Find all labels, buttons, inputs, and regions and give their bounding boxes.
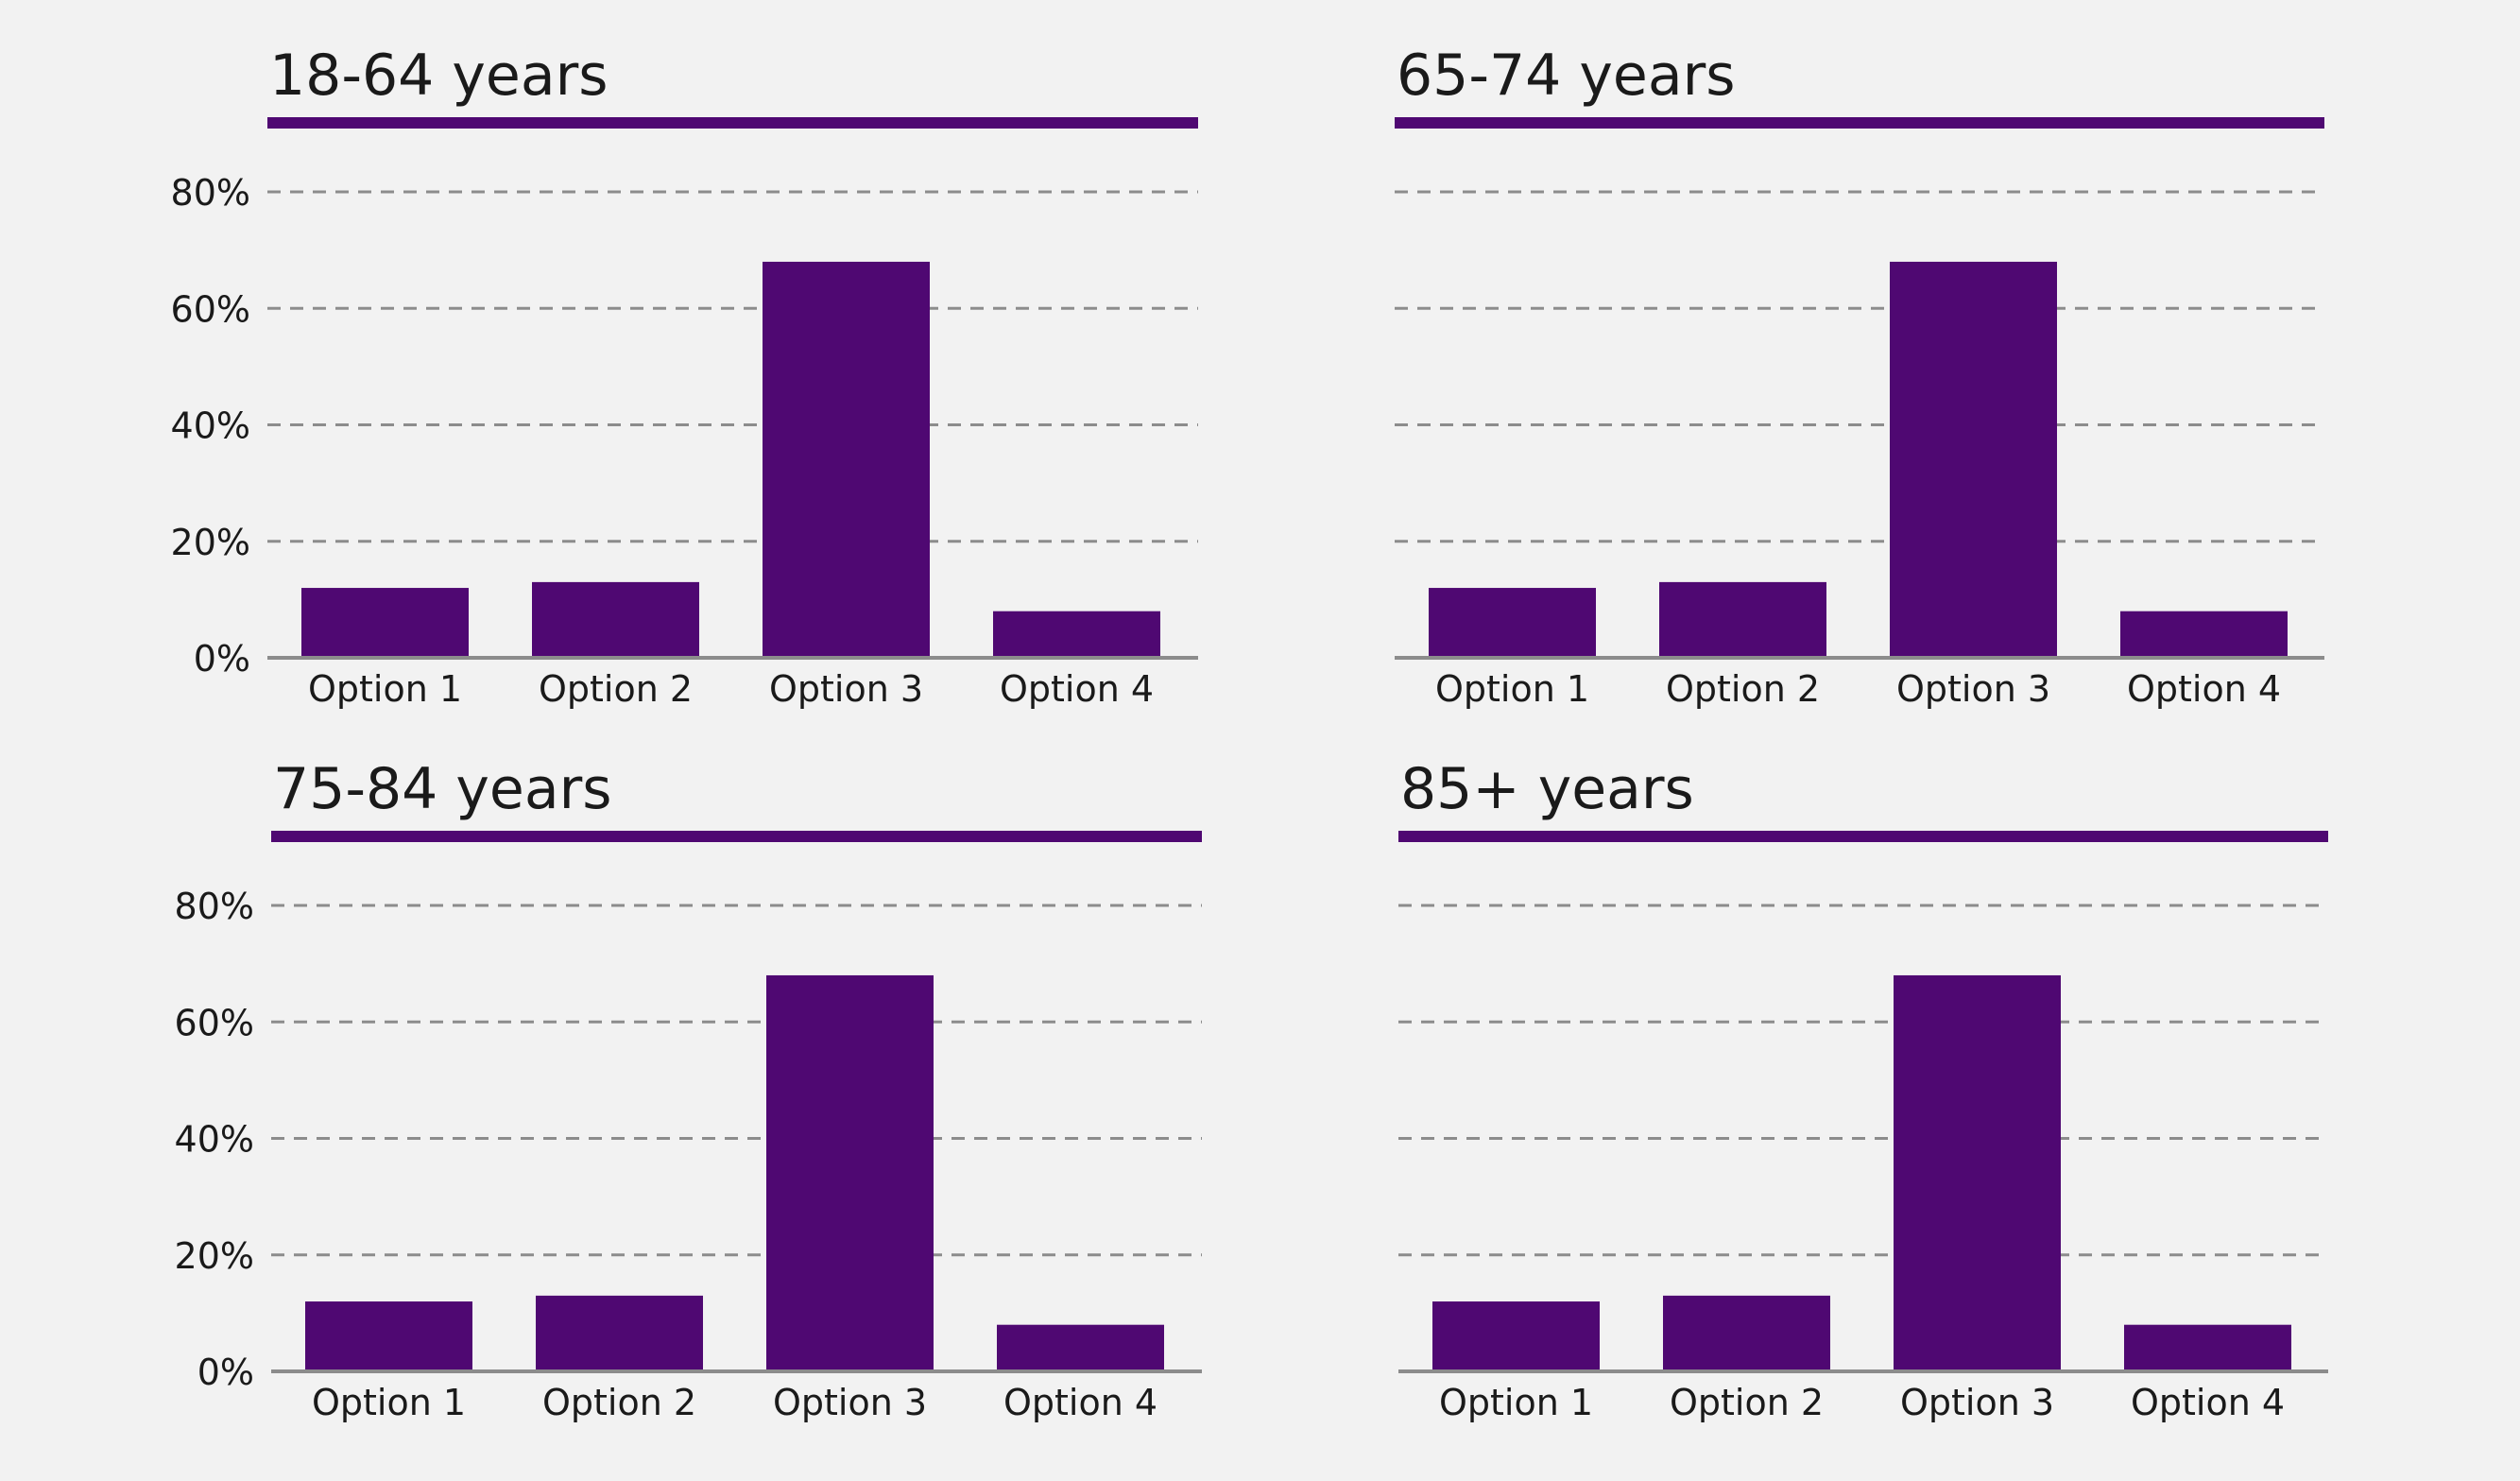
x-tick-label: Option 2 — [539, 668, 693, 710]
chart-panel: 18-64 years 0% 20% 40% 60% 80% Option 1 Option … — [171, 43, 1198, 710]
x-tick-label: Option 4 — [2131, 1382, 2285, 1423]
bar — [1432, 1301, 1600, 1371]
y-tick-label: 0% — [197, 1352, 254, 1393]
y-tick-label: 40% — [175, 1119, 254, 1161]
bar — [1429, 588, 1596, 658]
x-tick-label: Option 1 — [308, 668, 462, 710]
title-rule — [1395, 117, 2324, 129]
chart-title: 65-74 years — [1397, 43, 1736, 109]
bar — [301, 588, 469, 658]
title-rule — [1398, 831, 2328, 842]
chart-title: 85+ years — [1400, 756, 1694, 822]
chart-panel: 65-74 years Option 1 Option 2 Option 3 Optio… — [1395, 43, 2324, 710]
x-tick-label: Option 2 — [542, 1382, 696, 1423]
x-tick-label: Option 3 — [773, 1382, 927, 1423]
y-tick-label: 60% — [171, 288, 250, 330]
x-tick-label: Option 3 — [1900, 1382, 2054, 1423]
y-tick-label: 80% — [175, 886, 254, 927]
bar — [536, 1295, 703, 1371]
bar — [993, 611, 1160, 658]
y-tick-label: 80% — [171, 172, 250, 214]
y-tick-label: 20% — [171, 522, 250, 563]
x-tick-label: Option 4 — [2127, 668, 2281, 710]
chart-panel: 75-84 years 0% 20% 40% 60% 80% Option 1 Option … — [175, 756, 1202, 1423]
x-tick-label: Option 3 — [769, 668, 923, 710]
x-tick-label: Option 4 — [1000, 668, 1154, 710]
bar — [1663, 1295, 1830, 1371]
bar — [766, 974, 934, 1371]
bar — [2120, 611, 2288, 658]
bar — [532, 581, 699, 658]
bar — [1894, 974, 2061, 1371]
chart-title: 75-84 years — [273, 756, 612, 822]
x-tick-label: Option 1 — [312, 1382, 466, 1423]
x-tick-label: Option 1 — [1439, 1382, 1593, 1423]
bar — [1890, 261, 2057, 658]
chart-title: 18-64 years — [269, 43, 609, 109]
x-tick-label: Option 4 — [1003, 1382, 1157, 1423]
title-rule — [271, 831, 1202, 842]
x-tick-label: Option 2 — [1670, 1382, 1824, 1423]
x-tick-label: Option 3 — [1896, 668, 2050, 710]
x-tick-label: Option 1 — [1435, 668, 1589, 710]
bar — [1659, 581, 1826, 658]
chart-panel: 85+ years Option 1 Option 2 Option 3 Option … — [1398, 756, 2328, 1423]
y-tick-label: 40% — [171, 405, 250, 447]
title-rule — [267, 117, 1198, 129]
bar — [763, 261, 930, 658]
bar — [997, 1324, 1164, 1371]
x-tick-label: Option 2 — [1666, 668, 1820, 710]
y-tick-label: 0% — [194, 638, 250, 680]
y-tick-label: 60% — [175, 1002, 254, 1043]
bar — [305, 1301, 472, 1371]
y-tick-label: 20% — [175, 1235, 254, 1277]
bar — [2124, 1324, 2291, 1371]
